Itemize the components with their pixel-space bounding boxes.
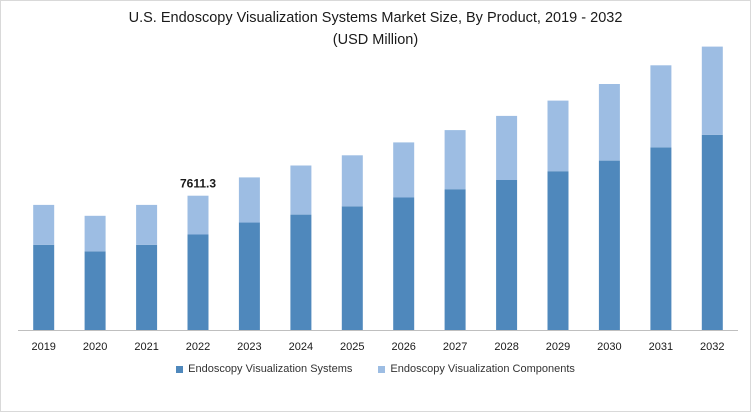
x-tick-label-2022: 2022	[186, 341, 210, 353]
bar-components-2019	[33, 204, 55, 245]
bar-systems-2030	[598, 160, 620, 330]
bar-components-2028	[496, 115, 518, 180]
x-tick-label-2025: 2025	[340, 341, 364, 353]
bar-components-2029	[547, 100, 569, 172]
bar-systems-2027	[444, 189, 466, 330]
bar-systems-2024	[290, 214, 312, 330]
bar-systems-2021	[136, 244, 158, 330]
bar-components-2023	[238, 177, 260, 223]
bar-systems-2019	[33, 244, 55, 330]
legend-swatch-systems	[176, 365, 184, 373]
bar-systems-2025	[341, 206, 363, 330]
legend-item-systems: Endoscopy Visualization Systems	[176, 363, 352, 375]
bar-components-2025	[341, 155, 363, 207]
x-tick-label-2020: 2020	[83, 341, 107, 353]
bar-systems-2020	[84, 251, 106, 330]
x-tick-label-2031: 2031	[649, 341, 673, 353]
x-tick-label-2032: 2032	[700, 341, 724, 353]
x-tick-labels: 2019 2020 2021 2022 2023 2024 2025 2026 2027 2028…	[31, 341, 724, 353]
bar-systems-2029	[547, 171, 569, 330]
legend: Endoscopy Visualization Systems Endoscop…	[0, 363, 751, 375]
bar-systems-2028	[496, 180, 518, 330]
x-tick-label-2028: 2028	[494, 341, 518, 353]
chart-subtitle: (USD Million)	[332, 32, 419, 48]
bar-systems-2022	[187, 234, 209, 330]
x-tick-label-2029: 2029	[546, 341, 570, 353]
legend-swatch-components	[378, 365, 386, 373]
bar-components-2031	[650, 65, 672, 148]
bar-components-2022	[187, 195, 209, 235]
bar-systems-2023	[238, 222, 260, 330]
bars-group	[33, 46, 723, 330]
x-tick-label-2023: 2023	[237, 341, 261, 353]
bar-components-2027	[444, 130, 466, 190]
bar-components-2032	[701, 46, 723, 135]
x-tick-label-2026: 2026	[391, 341, 415, 353]
bar-components-2020	[84, 215, 106, 252]
legend-label-systems: Endoscopy Visualization Systems	[188, 363, 353, 375]
data-label-2022: 7611.3	[180, 177, 216, 191]
bar-systems-2026	[393, 197, 415, 330]
bar-components-2021	[136, 204, 158, 245]
bar-systems-2032	[701, 134, 723, 330]
data-labels: 7611.3	[180, 177, 216, 191]
legend-item-components: Endoscopy Visualization Components	[378, 363, 575, 375]
chart-title: U.S. Endoscopy Visualization Systems Mar…	[128, 10, 623, 26]
bar-components-2030	[598, 84, 620, 161]
x-tick-label-2019: 2019	[31, 341, 55, 353]
legend-label-components: Endoscopy Visualization Components	[390, 363, 575, 375]
bar-systems-2031	[650, 147, 672, 330]
x-tick-label-2024: 2024	[289, 341, 313, 353]
bar-components-2024	[290, 165, 312, 215]
x-tick-label-2021: 2021	[134, 341, 158, 353]
x-tick-label-2027: 2027	[443, 341, 467, 353]
x-tick-label-2030: 2030	[597, 341, 621, 353]
bar-components-2026	[393, 142, 415, 198]
